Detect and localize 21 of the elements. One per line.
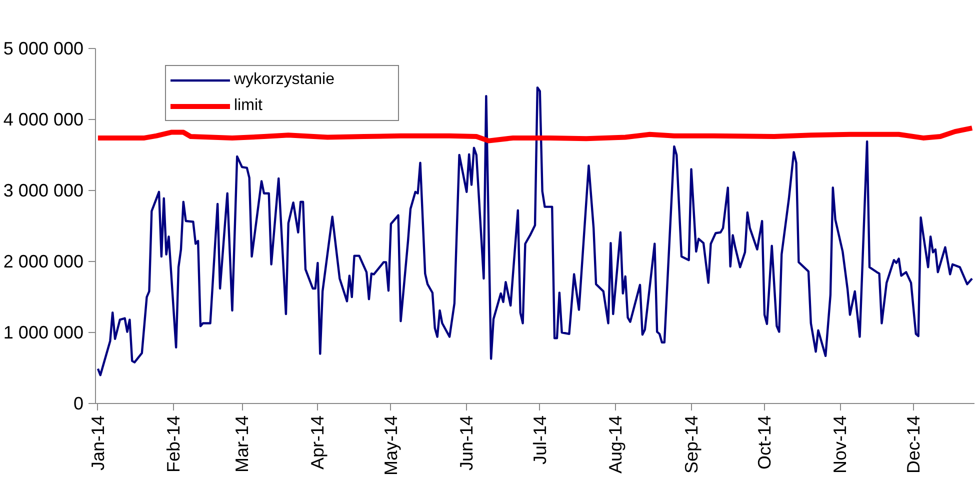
x-tick-label: Jun-14	[456, 415, 477, 471]
legend-label: wykorzystanie	[234, 71, 336, 89]
y-tick-label: 5 000 000	[3, 38, 84, 58]
x-tick-label: Feb-14	[164, 415, 184, 473]
x-tick-label: Dec-14	[903, 415, 924, 474]
x-tick-label: May-14	[380, 415, 401, 476]
line-series	[96, 86, 974, 376]
y-tick-label: 1 000 000	[3, 322, 84, 342]
x-tick-label: Sep-14	[681, 415, 702, 474]
y-tick-label: 4 000 000	[3, 110, 84, 130]
legend-label: limit	[234, 97, 264, 115]
x-tick-label: Mar-14	[232, 416, 252, 473]
x-tick-label: Jul-14	[530, 415, 550, 465]
x-tick-label: Oct-14	[754, 415, 775, 470]
y-tick-label: 0	[73, 394, 84, 414]
x-tick-label: Apr-14	[308, 415, 328, 470]
y-tick-label: 3 000 000	[3, 180, 84, 200]
x-tick-label: Nov-14	[830, 415, 850, 474]
y-tick-label: 2 000 000	[3, 252, 84, 272]
x-tick-label: Aug-14	[606, 415, 626, 474]
x-tick-label: Jan-14	[88, 415, 108, 471]
